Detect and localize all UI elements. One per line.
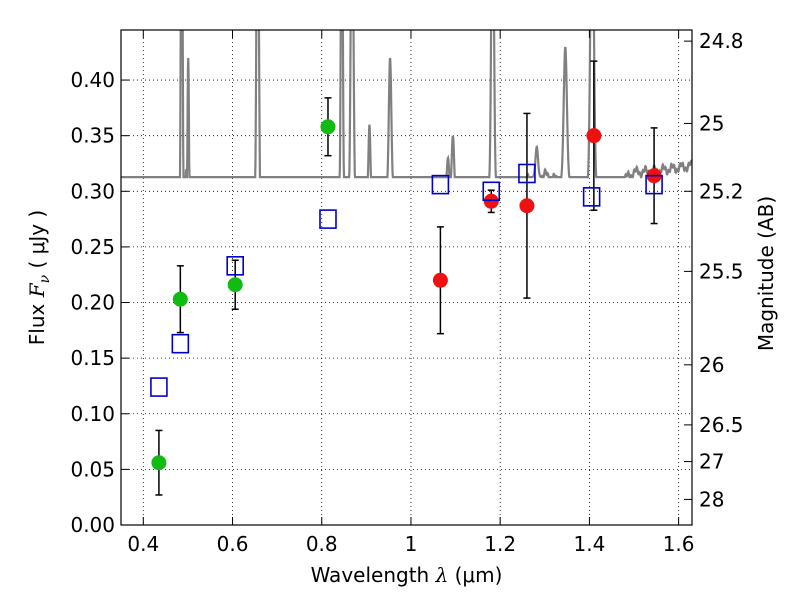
red-data-point <box>519 198 535 214</box>
right-tick-label: 27 <box>699 450 724 474</box>
right-tick-label: 24.8 <box>699 29 744 53</box>
series-model-band-flux <box>150 163 663 397</box>
x-tick-label: 1.2 <box>484 532 516 556</box>
red-data-point <box>586 128 602 144</box>
model-square-point <box>319 209 337 229</box>
y-tick-label: 0.05 <box>70 457 115 481</box>
model-square-point <box>226 256 244 276</box>
x-tick-label: 0.6 <box>217 532 249 556</box>
model-spectrum <box>121 30 692 180</box>
right-tick-label: 25.5 <box>699 259 744 283</box>
x-tick-label: 1.6 <box>663 532 695 556</box>
x-tick-label: 1 <box>405 532 418 556</box>
y-tick-label: 0.00 <box>70 513 115 537</box>
right-tick-label: 26 <box>699 353 724 377</box>
model-square-point <box>431 174 450 195</box>
right-axis-label: Magnitude (AB) <box>754 196 778 351</box>
y-tick-label: 0.10 <box>70 402 115 426</box>
x-tick-label: 0.8 <box>306 532 338 556</box>
right-tick-label: 25 <box>699 111 724 135</box>
right-tick-label: 28 <box>699 487 724 511</box>
series-green-photometry <box>151 97 336 496</box>
model-square-point <box>171 333 190 354</box>
y-tick-label: 0.20 <box>70 291 115 315</box>
y-tick-label: 0.40 <box>70 68 115 92</box>
red-data-point <box>432 272 448 288</box>
x-tick-label: 0.4 <box>127 532 159 556</box>
plot-frame <box>120 29 693 526</box>
green-data-point <box>172 291 188 307</box>
axis-ticks: 0.4 0.6 0.8 1 1.2 1.4 1.6 0.00 0.05 0.10 0.15 0.20 0… <box>70 29 743 556</box>
model-spectrum-line <box>121 30 692 180</box>
y-tick-label: 0.30 <box>70 179 115 203</box>
model-square-point <box>150 377 168 397</box>
right-tick-label: 26.5 <box>699 413 744 437</box>
model-square-point <box>518 163 536 184</box>
data-points <box>150 60 663 496</box>
axis-labels: Wavelength λ (μm) Flux Fν ( μJy ) Magnit… <box>25 196 778 587</box>
series-red-photometry <box>432 60 662 335</box>
red-data-point <box>483 193 499 209</box>
x-tick-label: 1.4 <box>573 532 605 556</box>
y-axis-label: Flux Fν ( μJy ) <box>25 210 53 345</box>
right-tick-label: 25.2 <box>699 179 744 203</box>
green-data-point <box>320 119 336 135</box>
x-axis-label: Wavelength λ (μm) <box>311 563 503 587</box>
model-square-point <box>582 187 601 207</box>
y-tick-label: 0.25 <box>70 235 115 259</box>
y-tick-label: 0.15 <box>70 346 115 370</box>
y-tick-label: 0.35 <box>70 124 115 148</box>
green-data-point <box>227 277 243 293</box>
model-square-point <box>482 181 501 202</box>
grid <box>121 30 692 526</box>
green-data-point <box>151 455 167 471</box>
model-square-point <box>645 174 663 195</box>
